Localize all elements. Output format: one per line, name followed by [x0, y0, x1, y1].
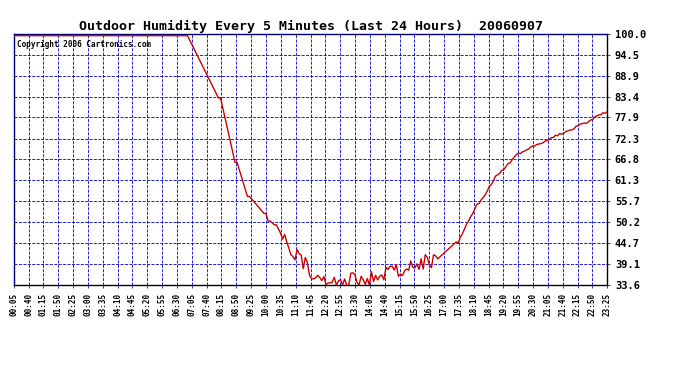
Title: Outdoor Humidity Every 5 Minutes (Last 24 Hours)  20060907: Outdoor Humidity Every 5 Minutes (Last 2…	[79, 20, 542, 33]
Text: Copyright 2006 Cartronics.com: Copyright 2006 Cartronics.com	[17, 40, 151, 49]
